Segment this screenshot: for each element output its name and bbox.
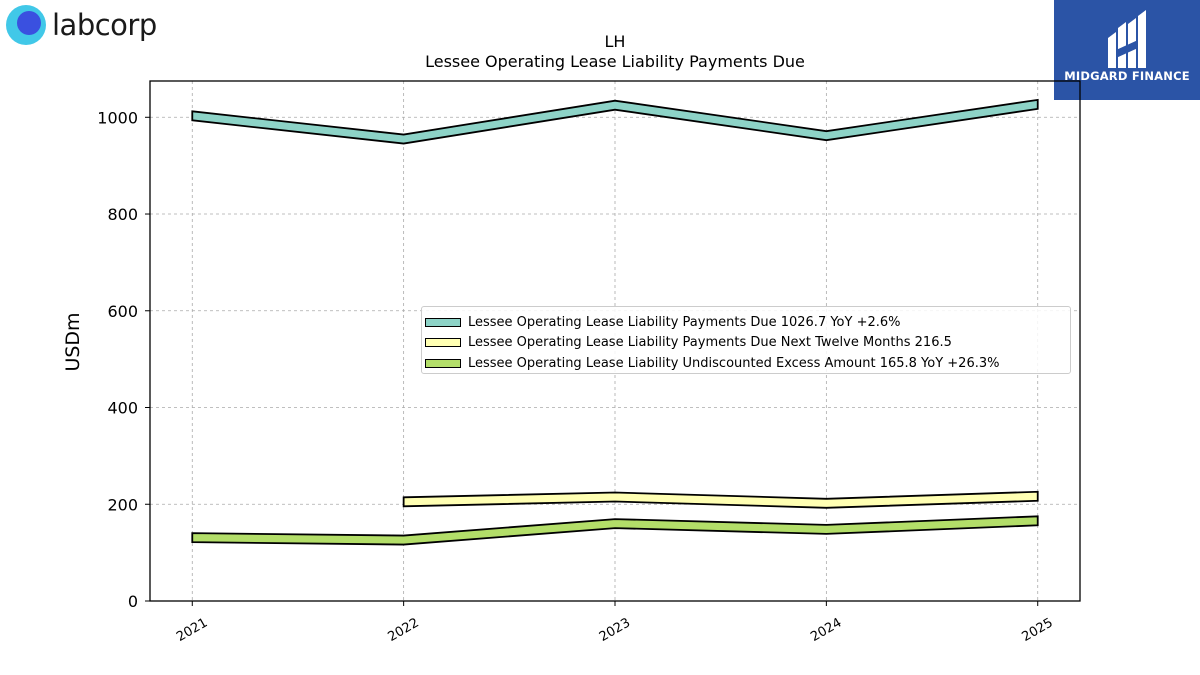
y-tick-label: 400 — [107, 399, 138, 418]
y-tick-label: 1000 — [97, 108, 138, 127]
badge-text: MIDGARD FINANCE — [1064, 69, 1190, 83]
midgard-logo-icon — [1108, 10, 1146, 68]
series-line-1 — [402, 490, 1039, 509]
x-tick-label: 2023 — [597, 615, 633, 645]
y-tick-label: 200 — [107, 495, 138, 514]
chart-titles: LH Lessee Operating Lease Liability Paym… — [150, 32, 1080, 72]
legend-label: Lessee Operating Lease Liability Payment… — [468, 314, 901, 330]
labcorp-circle-icon — [6, 5, 46, 45]
brand-logo: labcorp — [6, 5, 157, 45]
chart-subtitle: Lessee Operating Lease Liability Payment… — [425, 52, 805, 71]
chart-title: LH — [604, 32, 626, 51]
legend-label: Lessee Operating Lease Liability Payment… — [468, 335, 952, 351]
x-tick-label: 2021 — [174, 615, 210, 645]
brand-name: labcorp — [52, 8, 157, 42]
x-tick-label: 2025 — [1020, 615, 1056, 645]
legend-swatch — [425, 358, 461, 368]
x-tick-label: 2024 — [808, 615, 844, 645]
legend-item-undiscounted-excess: Lessee Operating Lease Liability Undisco… — [422, 353, 1070, 374]
midgard-finance-badge: MIDGARD FINANCE — [1054, 0, 1200, 100]
series-line-2 — [191, 515, 1039, 546]
legend-item-next-twelve-months: Lessee Operating Lease Liability Payment… — [422, 333, 1070, 354]
series-line-0 — [191, 98, 1039, 145]
chart-legend: Lessee Operating Lease Liability Payment… — [421, 306, 1071, 374]
y-tick-label: 0 — [128, 592, 138, 611]
y-tick-label: 600 — [107, 302, 138, 321]
legend-item-payments-due: Lessee Operating Lease Liability Payment… — [422, 312, 1070, 333]
y-tick-label: 800 — [107, 205, 138, 224]
legend-label: Lessee Operating Lease Liability Undisco… — [468, 355, 1000, 371]
legend-swatch — [425, 338, 461, 348]
x-tick-label: 2022 — [385, 615, 421, 645]
legend-swatch — [425, 317, 461, 327]
